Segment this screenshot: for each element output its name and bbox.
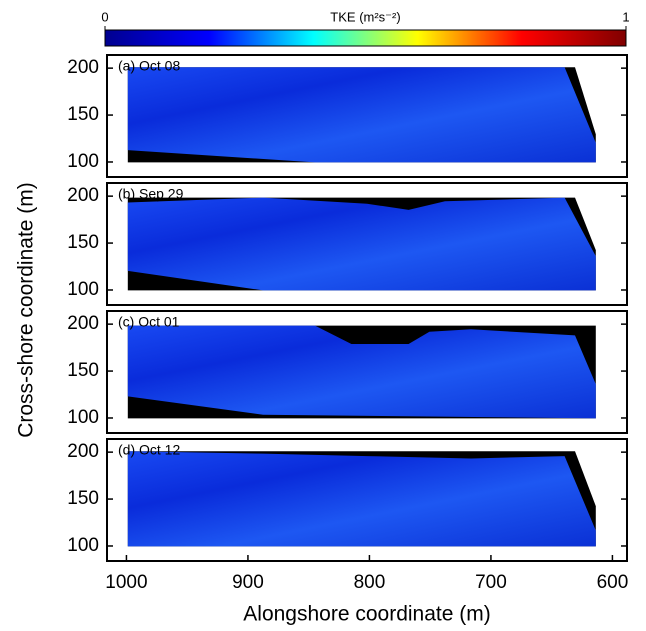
x-tick-label: 1000 <box>105 572 147 593</box>
heatmap-field <box>127 451 596 547</box>
y-tick-label: 100 <box>67 151 99 172</box>
x-tick-label: 800 <box>354 572 386 593</box>
panel-frame <box>106 182 628 306</box>
panel-title: (a) Oct 08 <box>118 58 180 74</box>
y-tick-label: 150 <box>67 104 99 125</box>
colorbar <box>104 29 627 47</box>
heatmap-field <box>127 67 596 163</box>
panel-frame <box>106 438 628 562</box>
x-tick-label: 700 <box>475 572 507 593</box>
y-tick-label: 150 <box>67 232 99 253</box>
y-tick-label: 150 <box>67 360 99 381</box>
y-axis-label: Cross-shore coordinate (m) <box>15 182 38 438</box>
heatmap-field <box>127 197 596 291</box>
y-tick-label: 200 <box>67 185 99 206</box>
y-tick-label: 150 <box>67 488 99 509</box>
heatmap-field <box>127 325 596 419</box>
panel-title: (d) Oct 12 <box>118 442 180 458</box>
y-tick-label: 200 <box>67 313 99 334</box>
colorbar-label: TKE (m²s⁻²) <box>330 9 400 24</box>
colorbar-tick-label: 0 <box>101 9 108 24</box>
colorbar-tick-label: 1 <box>622 9 629 24</box>
panel-title: (b) Sep 29 <box>118 186 184 202</box>
panel-title: (c) Oct 01 <box>118 314 180 330</box>
y-tick-label: 200 <box>67 57 99 78</box>
x-axis-label: Alongshore coordinate (m) <box>243 603 490 626</box>
y-tick-label: 100 <box>67 279 99 300</box>
panel-frame <box>106 310 628 434</box>
y-tick-label: 100 <box>67 407 99 428</box>
x-tick-label: 900 <box>232 572 264 593</box>
y-tick-label: 100 <box>67 535 99 556</box>
y-tick-label: 200 <box>67 441 99 462</box>
x-tick-label: 600 <box>597 572 629 593</box>
panel-frame <box>106 54 628 178</box>
